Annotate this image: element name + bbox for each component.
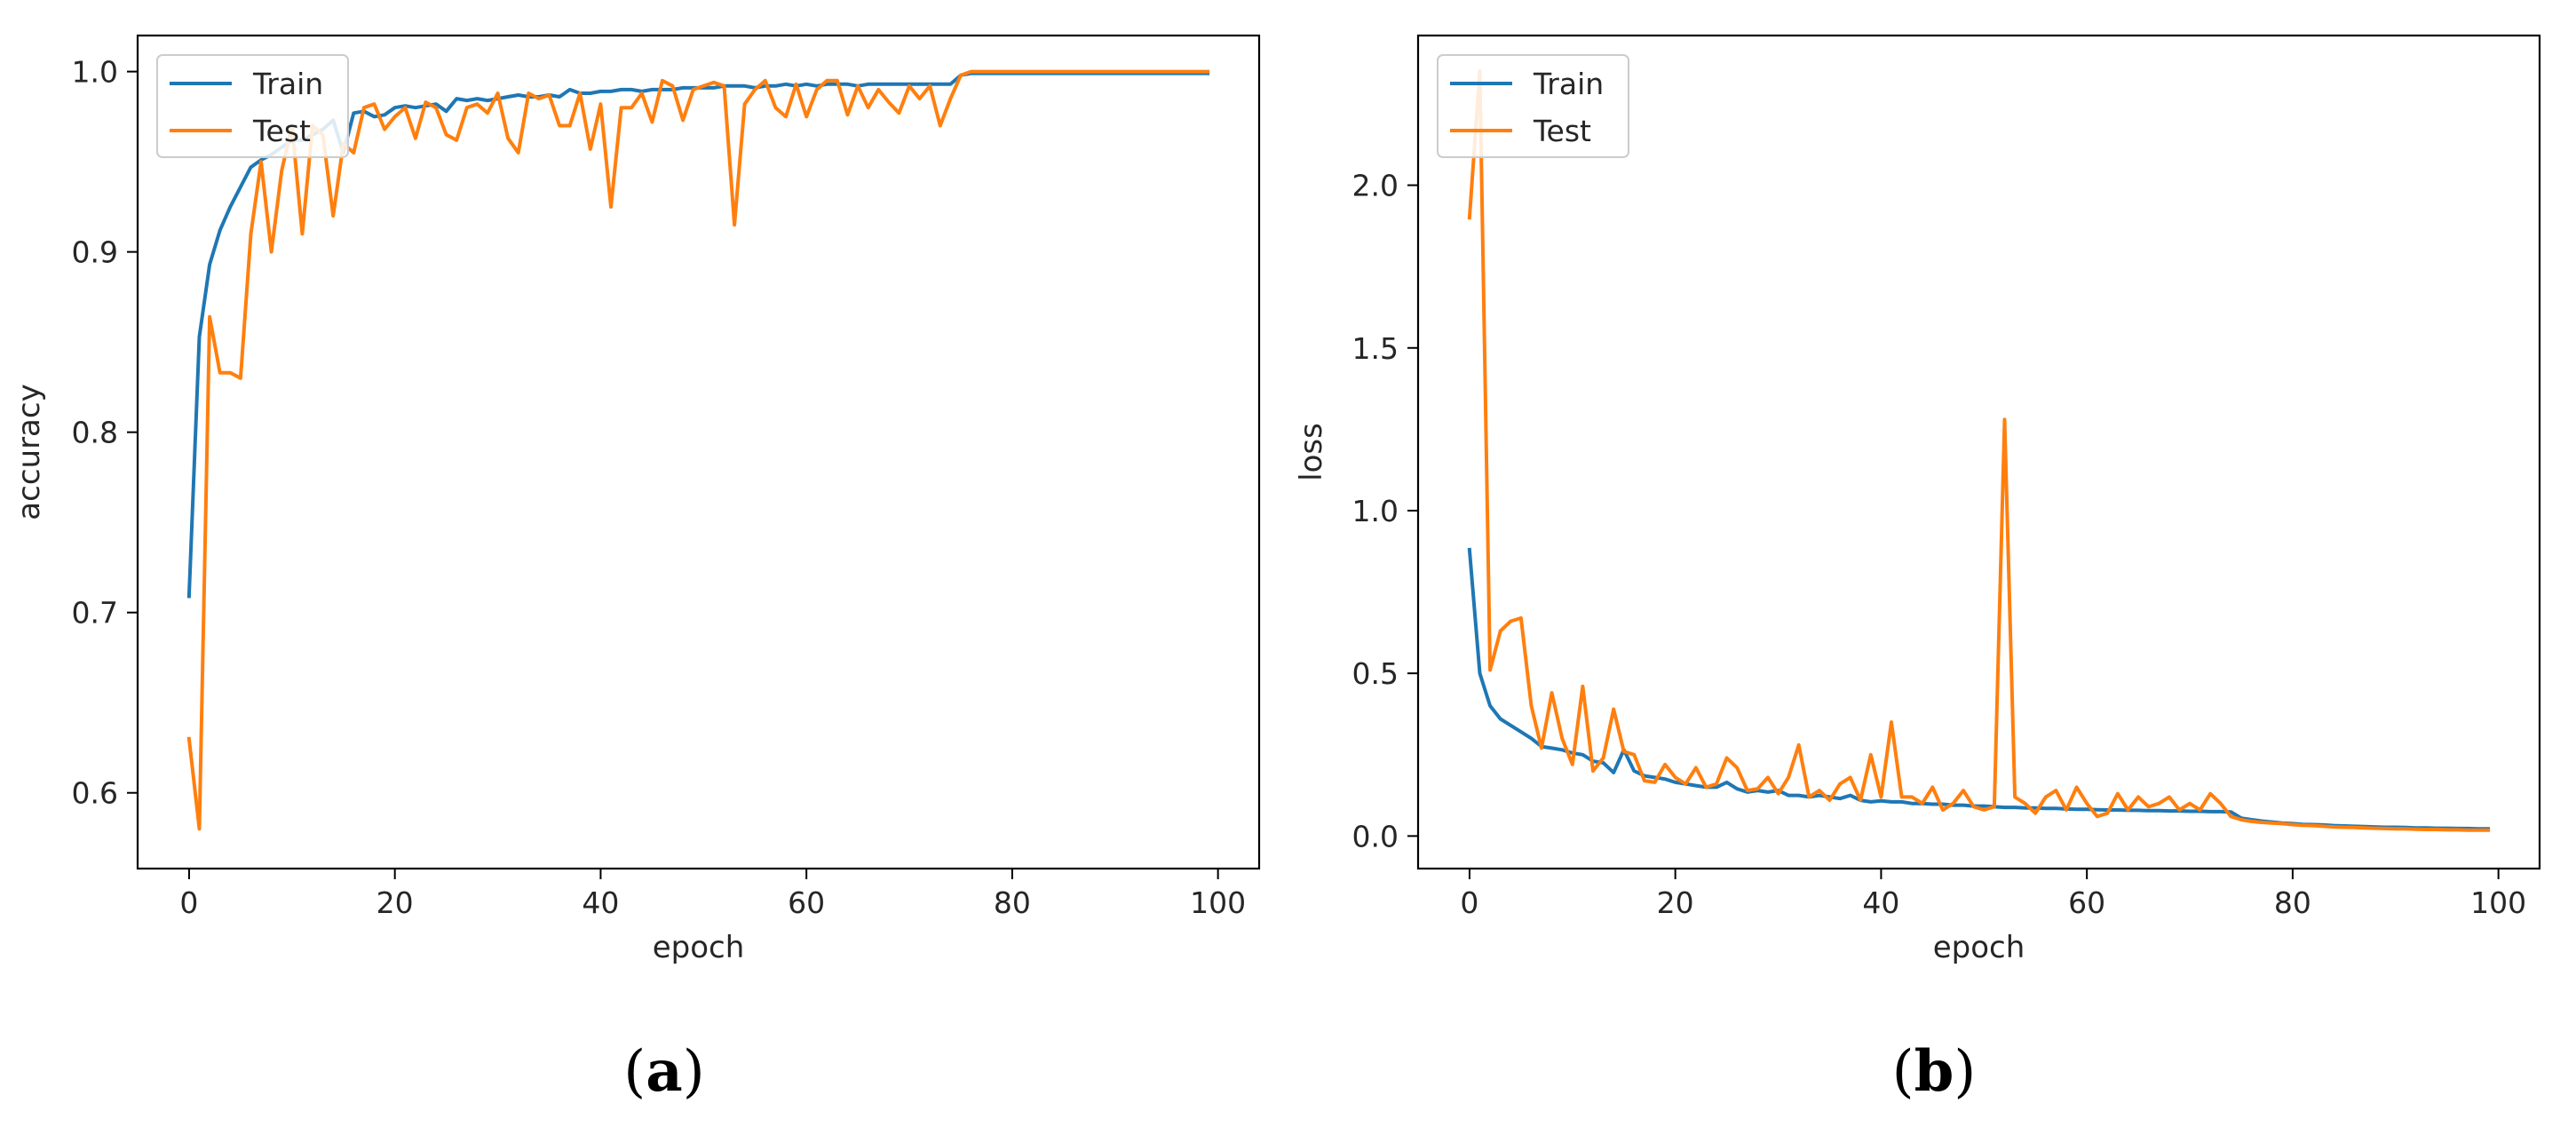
x-tick-label: 60 xyxy=(788,885,825,920)
legend-label-train: Train xyxy=(1533,67,1604,101)
x-tick-label: 100 xyxy=(1190,885,1246,920)
panel-caption: (a) xyxy=(623,1038,704,1105)
x-axis-label: epoch xyxy=(653,930,745,965)
y-tick-label: 0.6 xyxy=(72,776,118,811)
series-line-test xyxy=(1467,69,2491,832)
legend: Train Test xyxy=(1437,54,1629,158)
x-tick-label: 100 xyxy=(2470,885,2526,920)
y-tick-label: 0.5 xyxy=(1352,656,1399,691)
y-tick-label: 2.0 xyxy=(1352,169,1399,203)
y-tick-label: 0.8 xyxy=(72,416,118,450)
x-tick-label: 20 xyxy=(1657,885,1694,920)
legend-label-train: Train xyxy=(252,67,323,101)
y-tick-label: 1.5 xyxy=(1352,331,1399,366)
legend-label-test: Test xyxy=(1533,114,1591,148)
x-axis-label: epoch xyxy=(1933,930,2025,965)
series-line-test xyxy=(186,69,1210,831)
panel-caption: (b) xyxy=(1892,1038,1977,1105)
y-tick-label: 1.0 xyxy=(72,55,118,90)
chart-panel-a: 0 20 40 60 80 100 0.6 0.7 0.8 0.9 1.0 epoch accuracy… xyxy=(12,34,1261,1105)
y-tick-label: 0.7 xyxy=(72,596,118,631)
x-tick-label: 40 xyxy=(1862,885,1899,920)
x-tick-label: 60 xyxy=(2068,885,2105,920)
y-tick-label: 0.9 xyxy=(72,235,118,270)
legend-label-test: Test xyxy=(252,114,311,148)
chart-panel-b: 0 20 40 60 80 100 0.0 0.5 1.0 1.5 2.0 epoch loss Trai… xyxy=(1294,34,2541,1105)
y-axis-label: accuracy xyxy=(12,384,47,520)
y-axis-label: loss xyxy=(1294,423,1329,481)
axes-frame xyxy=(136,34,1261,870)
axes-frame xyxy=(1416,34,2541,870)
legend: Train Test xyxy=(156,54,349,158)
x-tick-label: 20 xyxy=(376,885,414,920)
x-tick-label: 80 xyxy=(994,885,1031,920)
x-tick-label: 80 xyxy=(2274,885,2311,920)
x-tick-label: 40 xyxy=(582,885,619,920)
x-tick-label: 0 xyxy=(179,885,198,920)
y-tick-label: 0.0 xyxy=(1352,819,1399,853)
x-tick-label: 0 xyxy=(1460,885,1478,920)
y-tick-label: 1.0 xyxy=(1352,494,1399,528)
